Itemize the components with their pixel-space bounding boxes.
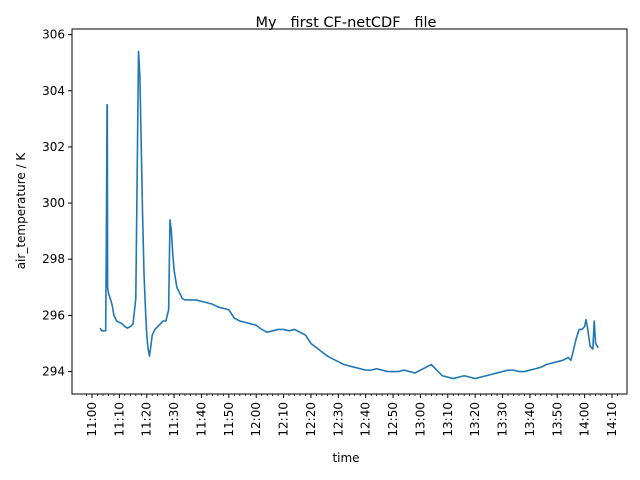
x-tick-label: 14:10 [605,402,619,437]
y-tick-label: 298 [42,252,65,266]
x-tick-label: 13:20 [468,402,482,437]
y-axis-label: air_temperature / K [14,152,28,270]
y-axis: 294 296 298 300 302 304 306 [42,28,72,379]
x-tick-label: 12:40 [359,402,373,437]
x-tick-label: 11:10 [112,402,126,437]
x-tick-label: 13:30 [496,402,510,437]
x-tick-label: 12:00 [249,402,263,437]
y-tick-label: 302 [42,140,65,154]
x-axis: 11:00 11:10 11:20 11:30 11:40 11:50 12:00 12:10… [85,394,619,437]
axes-frame [71,28,628,395]
y-tick-label: 296 [42,308,65,322]
x-tick-label: 11:40 [194,402,208,437]
x-tick-label: 11:20 [140,402,154,437]
x-tick-label: 12:20 [304,402,318,437]
x-tick-label: 11:50 [222,402,236,437]
series-line [99,50,599,380]
x-tick-label: 12:10 [277,402,291,437]
x-tick-label: 12:50 [386,402,400,437]
x-tick-label: 11:00 [85,402,99,437]
chart-title: My first CF-netCDF file [256,15,437,31]
x-tick-label: 13:50 [550,402,564,437]
y-tick-label: 294 [42,365,65,379]
y-tick-label: 306 [42,28,65,42]
x-tick-label: 12:30 [331,402,345,437]
x-tick-label: 11:30 [167,402,181,437]
y-tick-label: 300 [42,196,65,210]
x-tick-label: 13:40 [523,402,537,437]
plot-area [99,50,599,380]
x-tick-label: 13:00 [413,402,427,437]
x-tick-label: 14:00 [578,402,592,437]
x-axis-label: time [332,451,359,465]
y-tick-label: 304 [42,84,65,98]
x-tick-label: 13:10 [441,402,455,437]
